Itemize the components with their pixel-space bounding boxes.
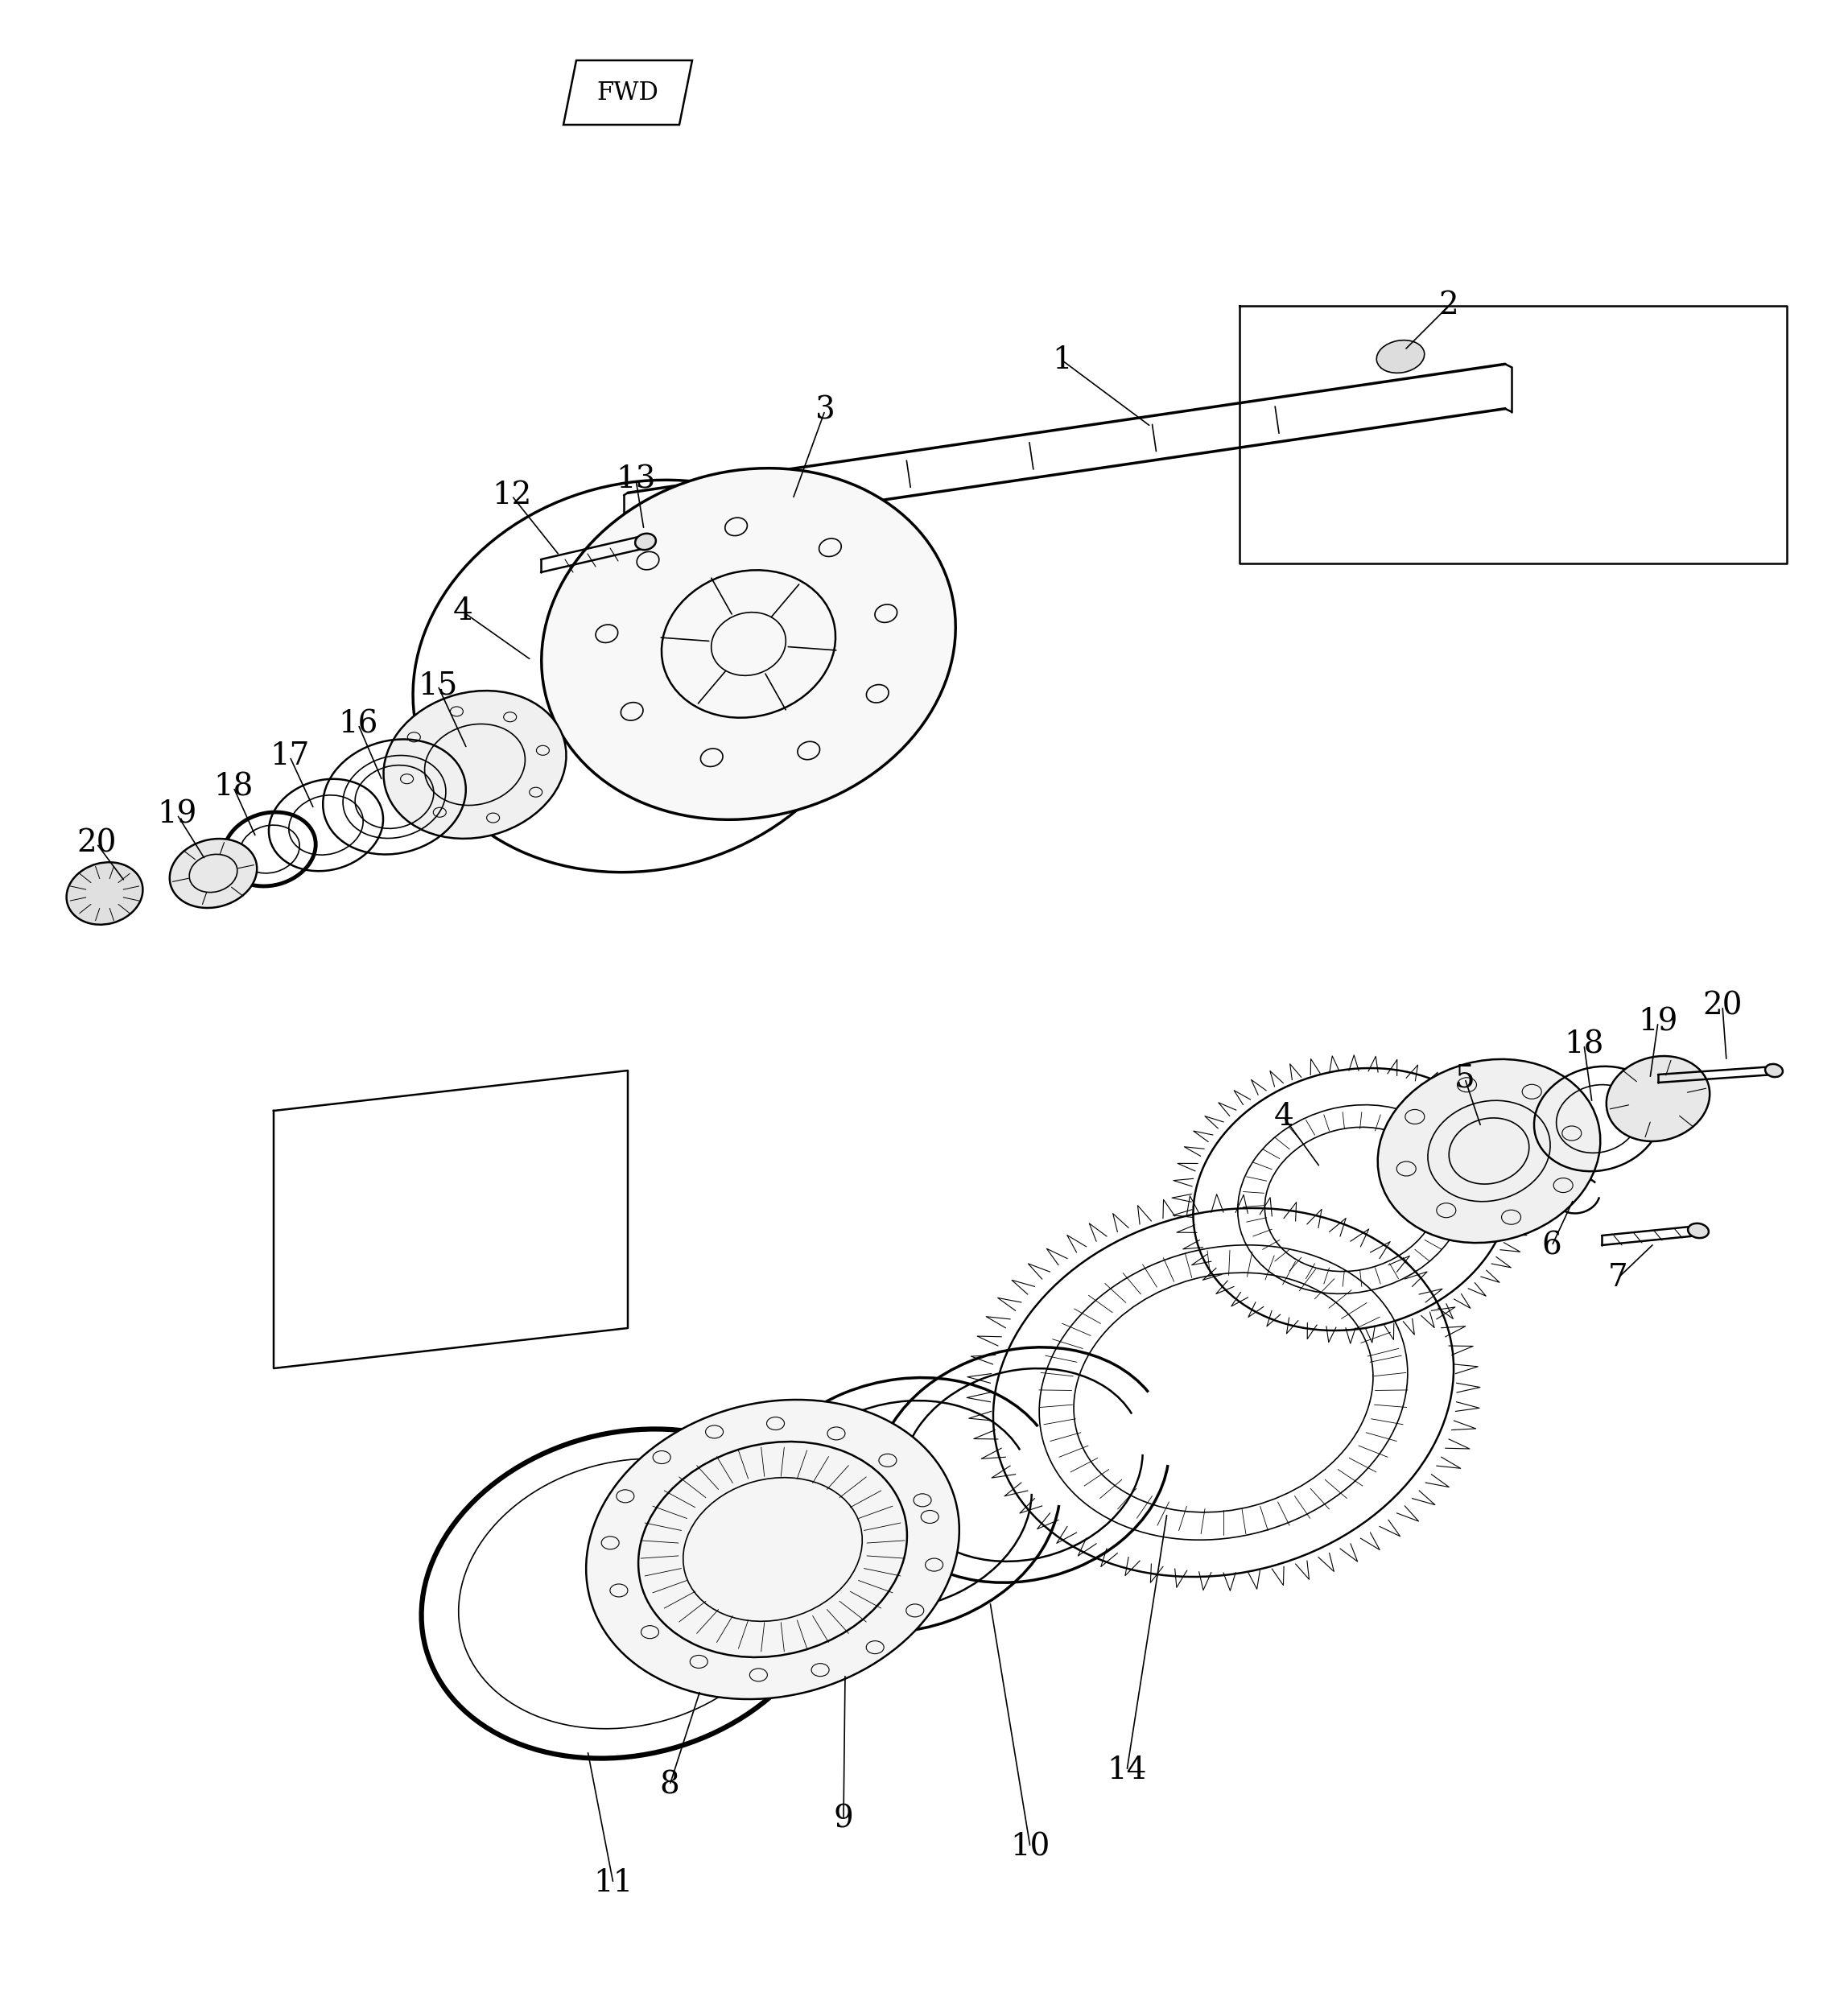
Ellipse shape (541, 469, 955, 820)
Ellipse shape (586, 1399, 959, 1698)
Text: 19: 19 (157, 800, 198, 830)
Text: 5: 5 (1454, 1065, 1475, 1093)
Text: 7: 7 (1608, 1263, 1628, 1293)
Text: 12: 12 (492, 481, 532, 511)
Ellipse shape (1687, 1223, 1709, 1237)
Text: 14: 14 (1107, 1756, 1148, 1786)
Ellipse shape (1379, 1059, 1600, 1243)
Text: 8: 8 (660, 1770, 680, 1800)
Text: 18: 18 (1563, 1031, 1604, 1061)
Ellipse shape (67, 862, 142, 924)
Text: 4: 4 (453, 597, 473, 628)
Text: 4: 4 (1273, 1103, 1294, 1133)
Text: 1: 1 (1053, 345, 1072, 375)
Text: 20: 20 (1702, 990, 1743, 1021)
Polygon shape (564, 60, 693, 124)
Text: 3: 3 (815, 395, 835, 425)
Ellipse shape (384, 690, 565, 838)
Text: 9: 9 (833, 1804, 854, 1835)
Ellipse shape (1765, 1065, 1783, 1077)
Text: 19: 19 (1637, 1007, 1678, 1037)
Ellipse shape (1377, 341, 1425, 373)
Text: 2: 2 (1440, 291, 1458, 321)
Ellipse shape (636, 533, 656, 549)
Text: 18: 18 (214, 772, 253, 802)
Ellipse shape (170, 838, 257, 908)
Text: FWD: FWD (597, 80, 658, 104)
Text: 6: 6 (1541, 1231, 1562, 1261)
Text: 10: 10 (1011, 1833, 1050, 1863)
Text: 15: 15 (418, 672, 458, 700)
Text: 16: 16 (338, 710, 379, 740)
Text: 17: 17 (270, 742, 310, 772)
Text: 13: 13 (615, 465, 656, 495)
Text: 11: 11 (593, 1869, 634, 1899)
Text: 20: 20 (76, 828, 116, 858)
Ellipse shape (1606, 1057, 1709, 1141)
